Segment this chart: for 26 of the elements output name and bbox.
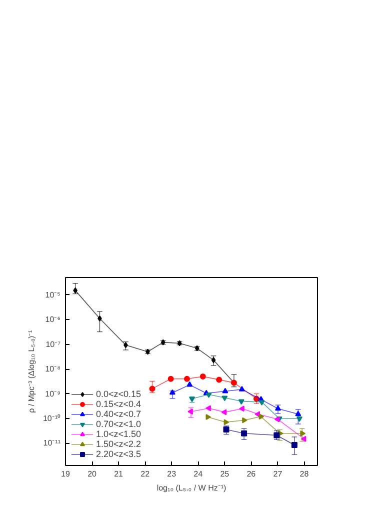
x-tick-label: 24 xyxy=(194,470,204,478)
x-tick-label: 19 xyxy=(61,470,70,478)
x-tick-label: 20 xyxy=(88,470,98,478)
legend-label: 0.15<z<0.4 xyxy=(96,399,142,409)
y-tick-label: 10⁻⁶ xyxy=(45,315,61,324)
legend-label: 0.70<z<1.0 xyxy=(96,419,142,429)
legend-label: 1.0<z<1.50 xyxy=(96,429,142,439)
x-tick-label: 25 xyxy=(220,470,230,478)
y-tick-label: 10⁻⁸ xyxy=(45,364,61,374)
x-tick-label: 27 xyxy=(273,470,283,478)
x-tick-label: 22 xyxy=(140,470,150,478)
y-tick-label: 10⁻⁵ xyxy=(45,290,61,300)
legend-label: 0.0<z<0.15 xyxy=(96,389,142,399)
x-tick-label: 23 xyxy=(167,470,177,478)
y-tick-label: 10⁻⁹ xyxy=(45,389,61,398)
y-tick-label: 10⁻¹¹ xyxy=(43,438,61,448)
y-axis-title: ρ / Mpc⁻³ (Δlog₁₀ L₅.₀)⁻¹ xyxy=(26,330,36,413)
legend-label: 1.50<z<2.2 xyxy=(96,439,142,449)
y-tick-label: 10⁻⁷ xyxy=(46,340,61,349)
x-tick-label: 26 xyxy=(246,470,256,478)
y-tick-label: 10⁻¹⁰ xyxy=(42,414,60,423)
legend-label: 2.20<z<3.5 xyxy=(96,449,142,459)
x-tick-label: 28 xyxy=(300,470,310,478)
x-axis-title: log₁₀ (L₅.₀ / W Hz⁻¹) xyxy=(156,484,227,492)
x-tick-label: 21 xyxy=(114,470,124,478)
legend-label: 0.40<z<0.7 xyxy=(96,409,142,419)
